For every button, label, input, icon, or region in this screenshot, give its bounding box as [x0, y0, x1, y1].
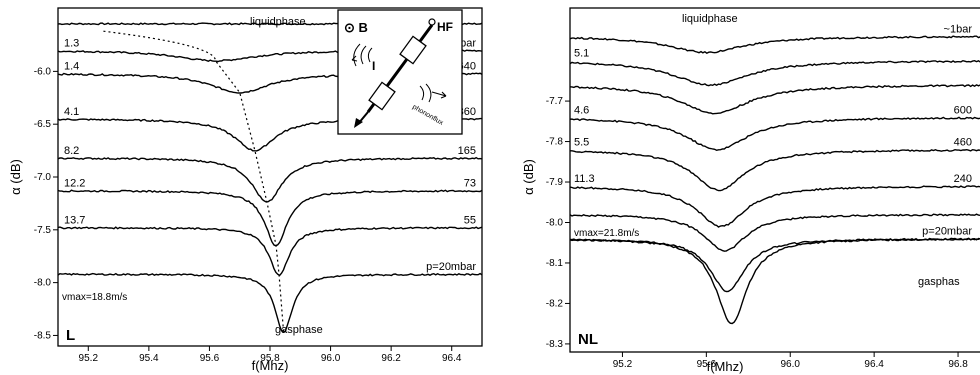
y-axis-l: -6.0 -6.5 -7.0 -7.5 -8.0 -8.5 — [34, 66, 58, 341]
trace-left-label: 11.3 — [574, 173, 595, 185]
trace-right-label: 165 — [458, 145, 476, 157]
trace-right-label: 73 — [464, 178, 476, 190]
x-tick-label: 96.0 — [321, 353, 341, 364]
y-tick-label: -8.5 — [34, 330, 52, 341]
y-tick-label: -7.0 — [34, 172, 52, 183]
data-trace — [569, 185, 980, 228]
trace-left-label: 8.2 — [64, 145, 79, 157]
wave-right-icon — [419, 83, 432, 103]
panel-tag-nl: NL — [578, 331, 598, 348]
trace-right-label: 240 — [954, 173, 972, 185]
trace-right-label: ~1bar — [944, 23, 973, 35]
upper-contact-pad — [399, 35, 427, 65]
data-trace — [569, 59, 980, 87]
data-trace — [569, 116, 980, 152]
y-tick-label: -8.2 — [546, 298, 564, 309]
inset-schematic: ⊙ B HF I phononflux — [337, 9, 463, 135]
y-tick-label: -7.5 — [34, 225, 52, 236]
y-tick-label: -8.3 — [546, 339, 564, 350]
trace-right-label: p=20mbar — [426, 261, 476, 273]
wave-left-arrow-icon — [351, 55, 358, 62]
x-tick-label: 96.8 — [948, 359, 968, 370]
y-tick-label: -8.1 — [546, 258, 564, 269]
trace-right-label: 460 — [954, 137, 972, 149]
note-nl: vmax=21.8m/s — [574, 228, 639, 239]
wave-left-icon — [353, 43, 373, 67]
data-trace — [570, 148, 980, 192]
x-tick-label: 95.2 — [79, 353, 99, 364]
y-tick-label: -7.9 — [546, 177, 564, 188]
x-tick-label: 96.0 — [781, 359, 801, 370]
panel-tag-l: L — [66, 327, 75, 344]
trace-labels-nl: ~1bar 5.1 4.6 600 5.5 460 11.3 240 p=20mbar — [574, 23, 972, 237]
x-tick-label: 96.4 — [442, 353, 462, 364]
trace-left-label: 5.1 — [574, 48, 589, 60]
data-trace — [57, 156, 483, 203]
trace-right-label: 55 — [464, 215, 476, 227]
x-tick-label: 96.2 — [381, 353, 401, 364]
trace-left-label: 4.6 — [574, 104, 589, 116]
x-tick-label: 96.4 — [864, 359, 884, 370]
x-axis-nl: 95.2 95.6 96.0 96.4 96.8 — [613, 352, 968, 370]
x-tick-label: 95.2 — [613, 359, 633, 370]
current-arrowhead-icon — [354, 118, 363, 128]
top-label-l: liquidphase — [250, 16, 306, 28]
y-axis-nl: -7.7 -7.8 -7.9 -8.0 -8.1 -8.2 -8.3 — [546, 96, 570, 350]
data-trace — [569, 35, 980, 55]
y-axis-title-nl: α (dB) — [521, 159, 536, 195]
y-tick-label: -6.0 — [34, 66, 52, 77]
trace-left-label: 1.3 — [64, 37, 79, 49]
trace-left-label: 5.5 — [574, 137, 589, 149]
data-trace — [569, 237, 980, 325]
bottom-label-nl: gasphas — [918, 276, 960, 288]
inset-frame — [337, 9, 463, 135]
y-tick-label: -8.0 — [546, 217, 564, 228]
x-axis-title-l: f(Mhz) — [252, 358, 289, 373]
y-tick-label: -7.8 — [546, 137, 564, 148]
trace-left-label: 13.7 — [64, 215, 85, 227]
data-trace — [569, 84, 980, 115]
hf-terminal-icon — [428, 18, 436, 26]
chart-panel-nl: -7.7 -7.8 -7.9 -8.0 -8.1 -8.2 -8.3 95.2 95.6 96.… — [521, 7, 980, 374]
lower-contact-pad — [368, 81, 396, 111]
y-axis-title-l: α (dB) — [8, 159, 23, 195]
data-trace — [57, 272, 483, 334]
inset-current-label: I — [372, 59, 375, 73]
trace-right-label: p=20mbar — [922, 226, 972, 238]
top-label-nl: liquidphase — [682, 13, 738, 25]
trace-left-label: 4.1 — [64, 106, 79, 118]
chart-panel-l: -6.0-6.5-7.0-7.5-8.0-8.5 95.2 95.4 95.6 95.… — [8, 7, 483, 373]
x-tick-label: 95.6 — [697, 359, 717, 370]
inset-hf-label: HF — [437, 20, 453, 34]
x-tick-label: 95.6 — [200, 353, 220, 364]
y-tick-label: -7.7 — [546, 96, 564, 107]
plot-frame-nl — [569, 7, 980, 353]
x-axis-l: 95.2 95.4 95.6 95.8 96.0 96.2 96.4 — [79, 346, 462, 364]
note-l: vmax=18.8m/s — [62, 292, 127, 303]
x-tick-label: 95.8 — [260, 353, 280, 364]
trace-left-label: 1.4 — [64, 60, 79, 72]
trace-left-label: 12.2 — [64, 178, 85, 190]
x-tick-label: 95.4 — [139, 353, 159, 364]
y-tick-label: -6.5 — [34, 119, 52, 130]
y-tick-label: -8.0 — [34, 278, 52, 289]
x-axis-title-nl: f(Mhz) — [707, 359, 744, 374]
inset-field-label: ⊙ B — [344, 20, 368, 35]
traces-nl — [569, 35, 980, 325]
phonon-arrow-icon — [431, 91, 447, 99]
trace-right-label: 600 — [954, 104, 972, 116]
data-trace — [569, 213, 980, 252]
data-trace — [57, 226, 483, 277]
data-trace — [57, 189, 483, 247]
dotted-guide-curve — [103, 30, 285, 333]
bottom-label-l: gasphase — [275, 324, 323, 336]
